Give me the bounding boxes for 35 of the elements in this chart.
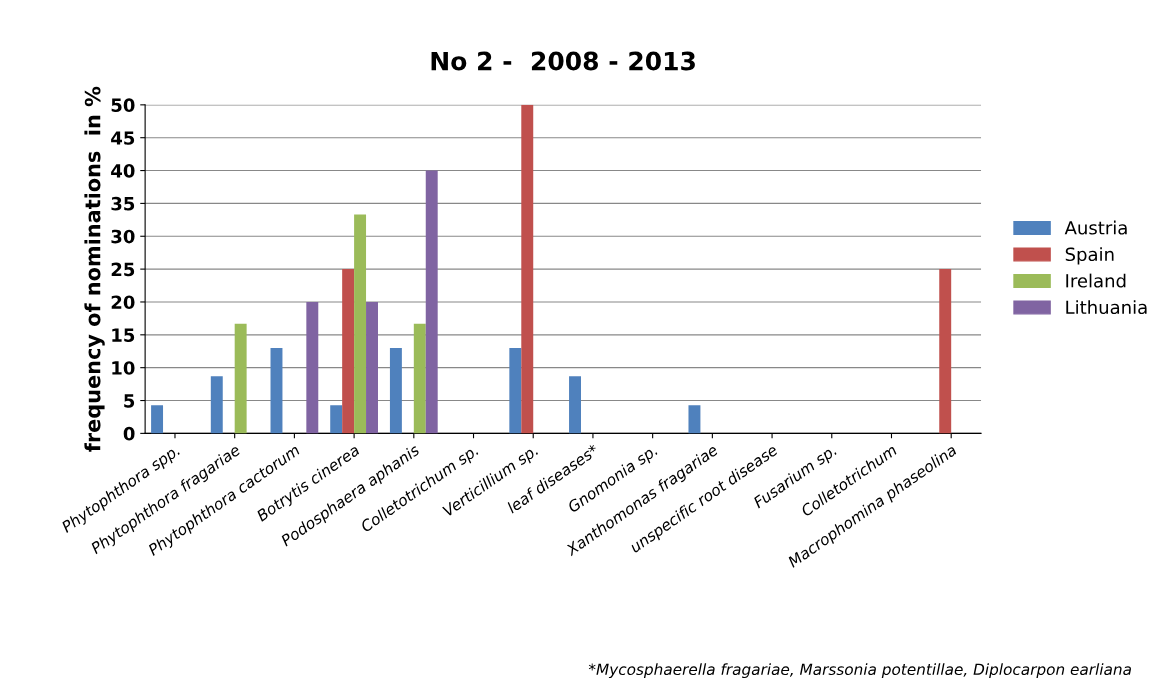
bar <box>521 104 534 434</box>
legend-label: Lithuania <box>1066 300 1147 315</box>
bar <box>413 323 426 434</box>
y-tick-label: 25 <box>111 262 135 277</box>
bar <box>270 347 283 434</box>
y-tick-label: 30 <box>111 229 135 244</box>
y-tick-label: 15 <box>112 328 135 342</box>
y-tick-label: 5 <box>124 394 135 408</box>
y-tick-label: 10 <box>112 361 135 375</box>
bar <box>151 405 164 434</box>
bar <box>306 301 319 434</box>
y-tick-label: 20 <box>111 295 135 310</box>
chart-title: No 2 - 2008 - 2013 <box>431 51 695 71</box>
y-tick-label: 35 <box>111 196 135 211</box>
y-tick-label: 0 <box>123 426 135 441</box>
bar <box>939 269 952 434</box>
bar <box>234 323 247 434</box>
text: *Mycosphaerella fragariae, Marssonia potentillae, Diplocarpon earliana <box>588 663 1131 679</box>
legend-label: Ireland <box>1066 273 1126 288</box>
y-tick-label: 45 <box>111 131 135 145</box>
legend-label: Austria <box>1064 220 1127 235</box>
bar <box>330 405 343 434</box>
bar <box>425 170 438 434</box>
y-tick-label: 40 <box>111 164 135 178</box>
bar <box>389 347 402 434</box>
bar <box>509 347 522 434</box>
bar <box>342 269 355 434</box>
y-axis-title: frequency of nominations in % <box>84 86 105 452</box>
bar <box>688 405 701 434</box>
bar <box>366 301 378 434</box>
bar <box>354 214 367 434</box>
bar <box>569 376 581 434</box>
bar <box>210 376 223 434</box>
y-tick-label: 50 <box>111 98 135 112</box>
legend-label: Spain <box>1065 247 1114 265</box>
